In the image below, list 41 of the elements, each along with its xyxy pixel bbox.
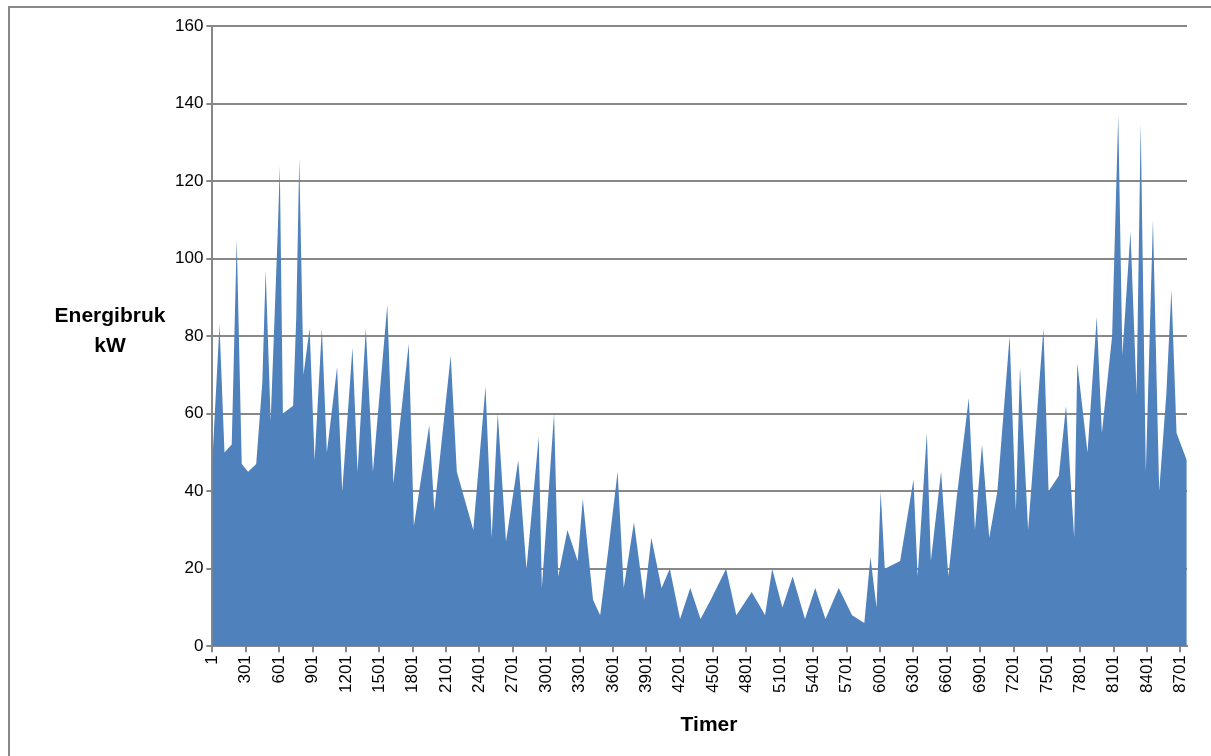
y-tick-label: 160 bbox=[174, 15, 204, 35]
x-tick-label: 7201 bbox=[1003, 655, 1023, 694]
x-axis-title: Timer bbox=[679, 712, 739, 736]
x-tick-label: 7801 bbox=[1069, 655, 1089, 694]
x-tick-label: 3301 bbox=[569, 655, 589, 694]
x-tick-label: 2101 bbox=[435, 655, 455, 694]
y-axis-title: Energibruk kW bbox=[53, 302, 167, 358]
x-tick-label: 5101 bbox=[769, 655, 789, 694]
x-tick-label: 7501 bbox=[1036, 655, 1056, 694]
y-tick-label: 40 bbox=[184, 480, 204, 500]
y-tick-label: 20 bbox=[184, 558, 204, 578]
y-tick-label: 120 bbox=[174, 170, 204, 190]
x-tick-label: 8401 bbox=[1136, 655, 1156, 694]
y-tick-label: 140 bbox=[174, 93, 204, 113]
x-tick-label: 6601 bbox=[936, 655, 956, 694]
x-tick-label: 6901 bbox=[969, 655, 989, 694]
x-tick-label: 1801 bbox=[402, 655, 422, 694]
x-tick-label: 4501 bbox=[702, 655, 722, 694]
x-tick-label: 601 bbox=[268, 655, 288, 684]
x-tick-label: 5701 bbox=[836, 655, 856, 694]
x-tick-label: 1501 bbox=[368, 655, 388, 694]
y-tick-label: 100 bbox=[174, 248, 204, 268]
x-tick-label: 6001 bbox=[869, 655, 889, 694]
y-tick-label: 0 bbox=[193, 635, 204, 655]
x-tick-label: 301 bbox=[235, 655, 255, 684]
x-tick-label: 6301 bbox=[903, 655, 923, 694]
x-tick-label: 2701 bbox=[502, 655, 522, 694]
x-tick-label: 1201 bbox=[335, 655, 355, 694]
x-tick-label: 901 bbox=[302, 655, 322, 684]
x-tick-label: 1 bbox=[202, 655, 222, 665]
x-tick-label: 4801 bbox=[736, 655, 756, 694]
y-tick-label: 60 bbox=[184, 403, 204, 423]
x-tick-label: 3001 bbox=[535, 655, 555, 694]
x-tick-label: 3901 bbox=[636, 655, 656, 694]
x-tick-label: 2401 bbox=[469, 655, 489, 694]
y-tick-label: 80 bbox=[184, 325, 204, 345]
x-tick-label: 5401 bbox=[802, 655, 822, 694]
x-tick-label: 8101 bbox=[1103, 655, 1123, 694]
x-tick-label: 8701 bbox=[1170, 655, 1190, 694]
x-tick-label: 4201 bbox=[669, 655, 689, 694]
x-tick-label: 3601 bbox=[602, 655, 622, 694]
